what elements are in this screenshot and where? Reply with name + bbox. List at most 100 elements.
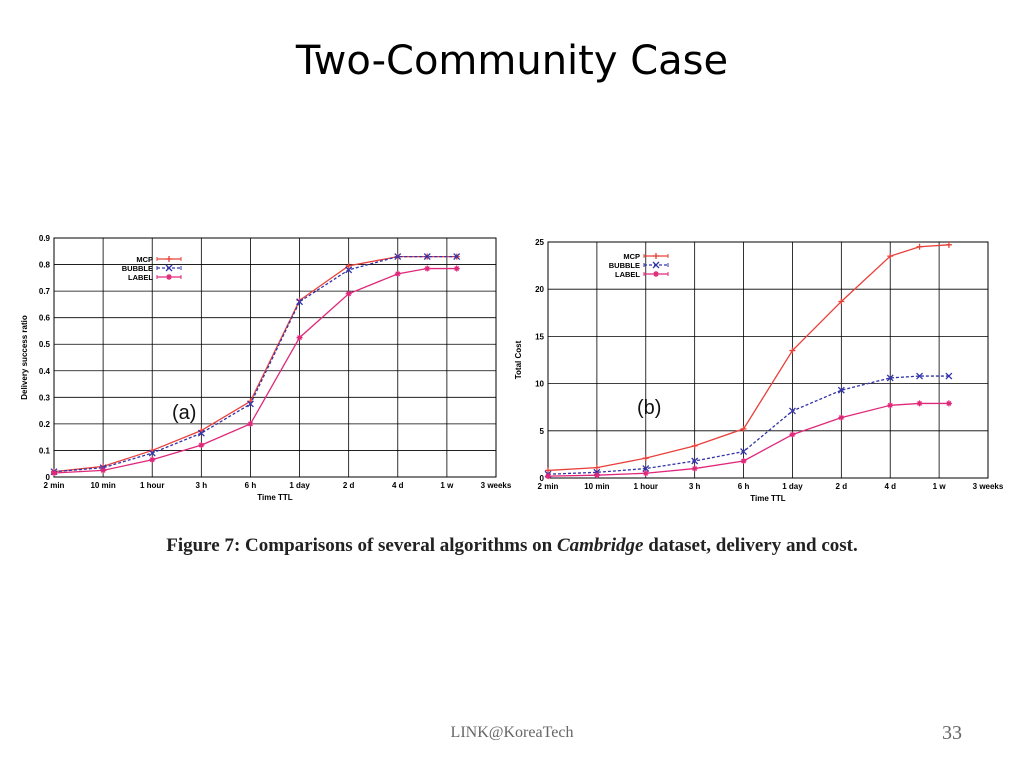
data-point bbox=[789, 431, 796, 438]
legend-swatch-end bbox=[156, 257, 182, 261]
x-tick-label: 2 d bbox=[836, 482, 848, 491]
data-point bbox=[789, 347, 796, 354]
figure-caption: Figure 7: Comparisons of several algorit… bbox=[0, 535, 1024, 557]
data-point bbox=[837, 386, 845, 394]
data-point bbox=[887, 402, 894, 409]
data-point bbox=[545, 467, 551, 474]
figure-area: 0 0.1 0.2 0.3 0.4 0.5 0.6 0.7 0.8 0.9 2 min 10 min 1… bbox=[0, 225, 1024, 515]
legend-label: MCP bbox=[623, 252, 640, 261]
data-point bbox=[916, 372, 924, 380]
y-tick-label: 0.8 bbox=[39, 261, 51, 270]
data-point bbox=[838, 298, 845, 305]
data-point bbox=[453, 253, 461, 261]
data-point bbox=[545, 473, 551, 480]
x-tick-label: 2 min bbox=[44, 481, 65, 490]
legend-marker bbox=[165, 264, 173, 272]
x-tick-label: 1 hour bbox=[634, 482, 658, 491]
x-tick-label: 10 min bbox=[90, 481, 115, 490]
y-tick-label: 0 bbox=[540, 474, 545, 483]
data-point bbox=[246, 400, 254, 408]
legend-marker bbox=[166, 256, 172, 262]
data-point bbox=[838, 414, 845, 421]
data-point bbox=[788, 407, 796, 415]
legend-label: BUBBLE bbox=[609, 261, 640, 270]
x-tick-label: 1 day bbox=[782, 482, 803, 491]
y-tick-label: 0.6 bbox=[39, 314, 51, 323]
y-tick-label: 0.3 bbox=[39, 393, 51, 402]
data-point bbox=[423, 253, 431, 261]
y-tick-label: 25 bbox=[535, 238, 544, 247]
y-tick-label: 20 bbox=[535, 285, 544, 294]
data-point bbox=[149, 456, 156, 463]
data-point bbox=[642, 465, 650, 473]
y-tick-label: 0.9 bbox=[39, 234, 51, 243]
legend-label: BUBBLE bbox=[122, 264, 153, 273]
caption-dataset-name: Cambridge bbox=[556, 535, 644, 556]
legend-swatch-end bbox=[156, 266, 182, 270]
panel-label: (b) bbox=[637, 397, 661, 419]
data-point bbox=[740, 458, 747, 465]
data-point bbox=[691, 465, 698, 472]
x-tick-label: 6 h bbox=[738, 482, 750, 491]
data-point bbox=[198, 442, 205, 449]
legend-marker bbox=[166, 274, 172, 280]
x-tick-label: 4 d bbox=[392, 481, 404, 490]
legend-swatch-end bbox=[156, 275, 182, 279]
x-tick-label: 2 d bbox=[343, 481, 355, 490]
y-tick-label: 10 bbox=[535, 380, 544, 389]
x-tick-label: 6 h bbox=[245, 481, 257, 490]
slide-title: Two-Community Case bbox=[295, 38, 729, 84]
chart-total-cost: 0 5 10 15 20 25 2 min 10 min 1 hour 3 h 6 h 1 day 2 … bbox=[514, 238, 1004, 503]
x-axis-label: Time TTL bbox=[257, 493, 293, 502]
data-point bbox=[740, 448, 748, 456]
data-point bbox=[642, 455, 649, 462]
y-tick-label: 15 bbox=[535, 332, 544, 341]
y-tick-label: 0.4 bbox=[39, 367, 51, 376]
x-tick-label: 4 d bbox=[884, 482, 896, 491]
x-axis-label: Time TTL bbox=[750, 494, 786, 503]
data-point bbox=[345, 266, 353, 274]
data-point bbox=[945, 400, 952, 407]
series-line bbox=[53, 255, 457, 473]
data-point bbox=[197, 429, 205, 437]
grid bbox=[548, 241, 988, 478]
y-tick-label: 5 bbox=[540, 427, 545, 436]
series-label bbox=[545, 400, 952, 480]
x-tick-label: 2 min bbox=[538, 482, 559, 491]
data-point bbox=[945, 241, 952, 248]
series-mcp bbox=[545, 241, 952, 474]
x-tick-label: 1 day bbox=[289, 481, 310, 490]
data-point bbox=[51, 470, 57, 477]
data-point bbox=[887, 253, 894, 260]
data-point bbox=[916, 400, 923, 407]
x-tick-label: 1 w bbox=[440, 481, 454, 490]
data-point bbox=[424, 265, 431, 272]
page-number: 33 bbox=[942, 722, 962, 744]
legend-marker bbox=[653, 253, 659, 259]
x-tick-label: 3 weeks bbox=[973, 482, 1004, 491]
series-bubble bbox=[50, 253, 461, 476]
y-tick-label: 0 bbox=[46, 473, 51, 482]
y-tick-label: 0.7 bbox=[39, 287, 51, 296]
caption-suffix: dataset, delivery and cost. bbox=[643, 535, 858, 556]
y-tick-label: 0.1 bbox=[39, 446, 51, 455]
data-point bbox=[593, 472, 600, 479]
x-tick-label: 1 w bbox=[933, 482, 947, 491]
chart-delivery-ratio: 0 0.1 0.2 0.3 0.4 0.5 0.6 0.7 0.8 0.9 2 min 10 min 1… bbox=[20, 234, 512, 502]
x-tick-label: 3 h bbox=[196, 481, 208, 490]
data-point bbox=[148, 449, 156, 457]
y-tick-label: 0.2 bbox=[39, 420, 51, 429]
series-line bbox=[53, 267, 457, 474]
legend-marker bbox=[652, 261, 660, 269]
data-point bbox=[296, 298, 304, 306]
data-point bbox=[394, 253, 402, 261]
legend-swatch-end bbox=[643, 263, 669, 267]
series-bubble bbox=[544, 372, 953, 478]
legend-marker bbox=[653, 271, 659, 277]
x-tick-label: 1 hour bbox=[140, 481, 164, 490]
series-mcp bbox=[51, 253, 460, 475]
legend-label: LABEL bbox=[128, 273, 153, 282]
plot-frame bbox=[547, 241, 989, 479]
